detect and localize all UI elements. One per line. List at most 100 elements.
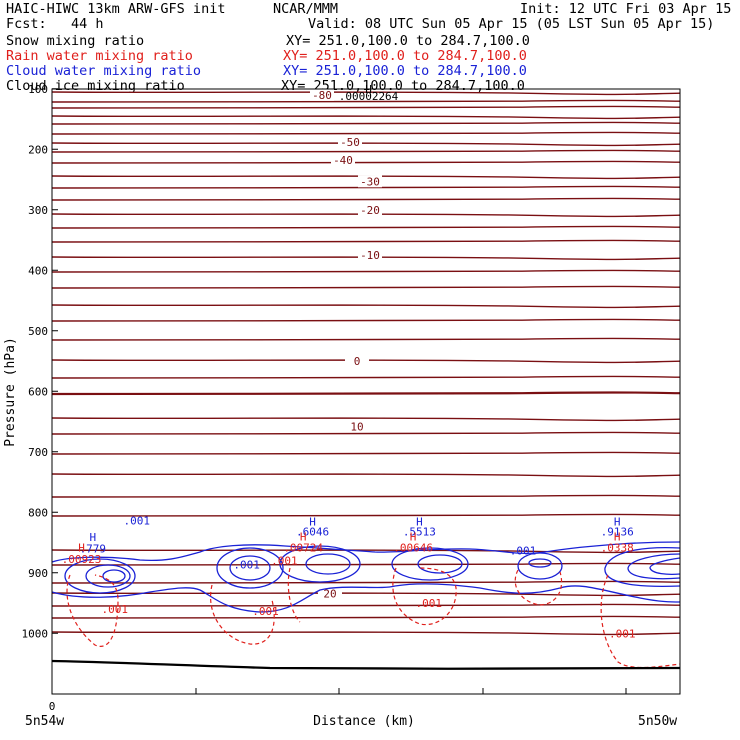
temperature-labels: -80 -50 -40 -30 -20 -10 0 10 20: [310, 88, 382, 600]
extremum-label: .00002264: [339, 90, 399, 103]
valid-time: Valid: 08 UTC Sun 05 Apr 15 (05 LST Sun …: [308, 16, 715, 32]
y-tick-label: 900: [28, 567, 48, 580]
cloud-cell-6-core: [649, 557, 681, 575]
label-mask: [310, 88, 334, 101]
isotherm-line: [51, 431, 681, 435]
label-mask: [358, 249, 382, 262]
isotherm-line: [51, 615, 681, 619]
isotherm-line: [51, 304, 681, 309]
isotherm-label: -50: [340, 136, 360, 149]
label-mask: [358, 203, 382, 216]
isotherm-label: 20: [323, 587, 336, 600]
isotherm-line: [51, 580, 681, 584]
cloud-cell-4-inner: [417, 554, 463, 574]
label-mask: [331, 154, 355, 167]
rain-cell-3: [392, 567, 457, 626]
cloud-cell-4: [391, 547, 469, 581]
y-tick-label: 1000: [22, 627, 49, 640]
isotherm-line: [51, 213, 681, 218]
cloud-cell-6-inner: [627, 553, 681, 580]
isotherm-label: -10: [360, 249, 380, 262]
isotherm-line: [51, 391, 681, 396]
rain-cell-5: [600, 574, 681, 669]
cloud-cell-6: [604, 546, 681, 588]
legend-snow-label: Snow mixing ratio: [6, 33, 145, 49]
y-tick-label: 300: [28, 204, 48, 217]
extremum-label: .6046: [296, 526, 329, 539]
isotherm-line: [51, 285, 681, 289]
isotherm-line: [51, 239, 681, 243]
extremum-label: .00724: [283, 541, 323, 554]
y-tick-label: 200: [28, 143, 48, 156]
extremum-label: H: [90, 531, 97, 544]
isotherm-label: -40: [333, 154, 353, 167]
isotherm-line: [51, 91, 681, 96]
isotherm-line: [51, 592, 681, 597]
legend-rain-label: Rain water mixing ratio: [6, 48, 193, 64]
isotherm-line: [51, 225, 681, 229]
contour-value-label: .001: [416, 597, 443, 610]
contour-value-label: .001: [102, 603, 129, 616]
cloud-cell-3-inner: [305, 553, 351, 575]
extremum-label: .00646: [393, 541, 433, 554]
cloud-cell-1: [64, 558, 136, 594]
cloud-cell-1-core: [102, 569, 126, 583]
y-axis: 100 200 300 400 500 600 700 800 900 1000: [22, 83, 58, 640]
y-tick-label: 800: [28, 506, 48, 519]
legend-cloud-xy: XY= 251.0,100.0 to 284.7,100.0: [283, 63, 527, 79]
isotherm-line: [51, 494, 681, 498]
rain-water-contours: [66, 567, 681, 669]
rain-cell-2: [210, 584, 275, 645]
contour-value-labels: .001 .001 .001 .001 .001 .001 .001 .001: [102, 515, 636, 641]
legend-rain-xy: XY= 251.0,100.0 to 284.7,100.0: [283, 48, 527, 64]
contour-value-label: .001: [271, 555, 298, 568]
isotherm-line: [51, 105, 681, 109]
label-mask: [338, 135, 362, 148]
extremum-label: .0338: [601, 541, 634, 554]
legend-ice-label: Cloud ice mixing ratio: [6, 78, 185, 94]
isotherm-line: [51, 562, 681, 566]
extremum-label: H: [78, 541, 85, 554]
y-tick-label: 600: [28, 385, 48, 398]
x-origin-label: 0: [49, 700, 56, 713]
isotherm-line: [51, 185, 681, 189]
contour-value-label: .001: [609, 627, 636, 640]
init-time: Init: 12 UTC Fri 03 Apr 15: [520, 1, 732, 17]
contour-value-label: .001: [252, 605, 279, 618]
y-axis-label: Pressure (hPa): [3, 337, 18, 447]
isotherm-line: [51, 175, 681, 180]
label-mask: [345, 420, 369, 433]
x-end-label: 5n50w: [638, 714, 677, 729]
isotherm-line: [51, 513, 681, 517]
isotherm-line: [51, 115, 681, 120]
y-tick-label: 500: [28, 325, 48, 338]
extremum-label: H: [614, 515, 621, 528]
label-mask: [345, 355, 369, 367]
rain-cell-4: [514, 569, 563, 606]
extremum-label: H: [614, 530, 621, 543]
x-axis: [51, 684, 627, 694]
contour-value-label: .001: [510, 544, 537, 557]
institution-label: NCAR/MMM: [273, 1, 339, 17]
cloud-cell-5: [517, 552, 563, 580]
isotherm-line: [51, 318, 681, 322]
extremum-label: H: [300, 530, 307, 543]
isotherm-label: 10: [350, 420, 363, 433]
isotherm-line: [51, 375, 681, 379]
isotherm-line: [51, 99, 681, 103]
plot-title: HAIC-HIWC 13km ARW-GFS init: [6, 1, 226, 17]
extremum-label: .00923: [62, 553, 102, 566]
legend-ice-xy: XY= 251.0,100.0 to 284.7,100.0: [281, 78, 525, 94]
cloud-water-contours: [51, 541, 681, 613]
extremum-label: .9136: [601, 526, 634, 539]
extremum-label: H: [309, 515, 316, 528]
x-start-label: 5n54w: [25, 714, 64, 729]
extremum-label: H: [416, 515, 423, 528]
isotherm-line: [51, 142, 681, 147]
extremum-label: H: [410, 530, 417, 543]
label-mask: [358, 175, 382, 188]
surface-contour: [51, 659, 681, 670]
isotherm-line: [51, 359, 681, 364]
